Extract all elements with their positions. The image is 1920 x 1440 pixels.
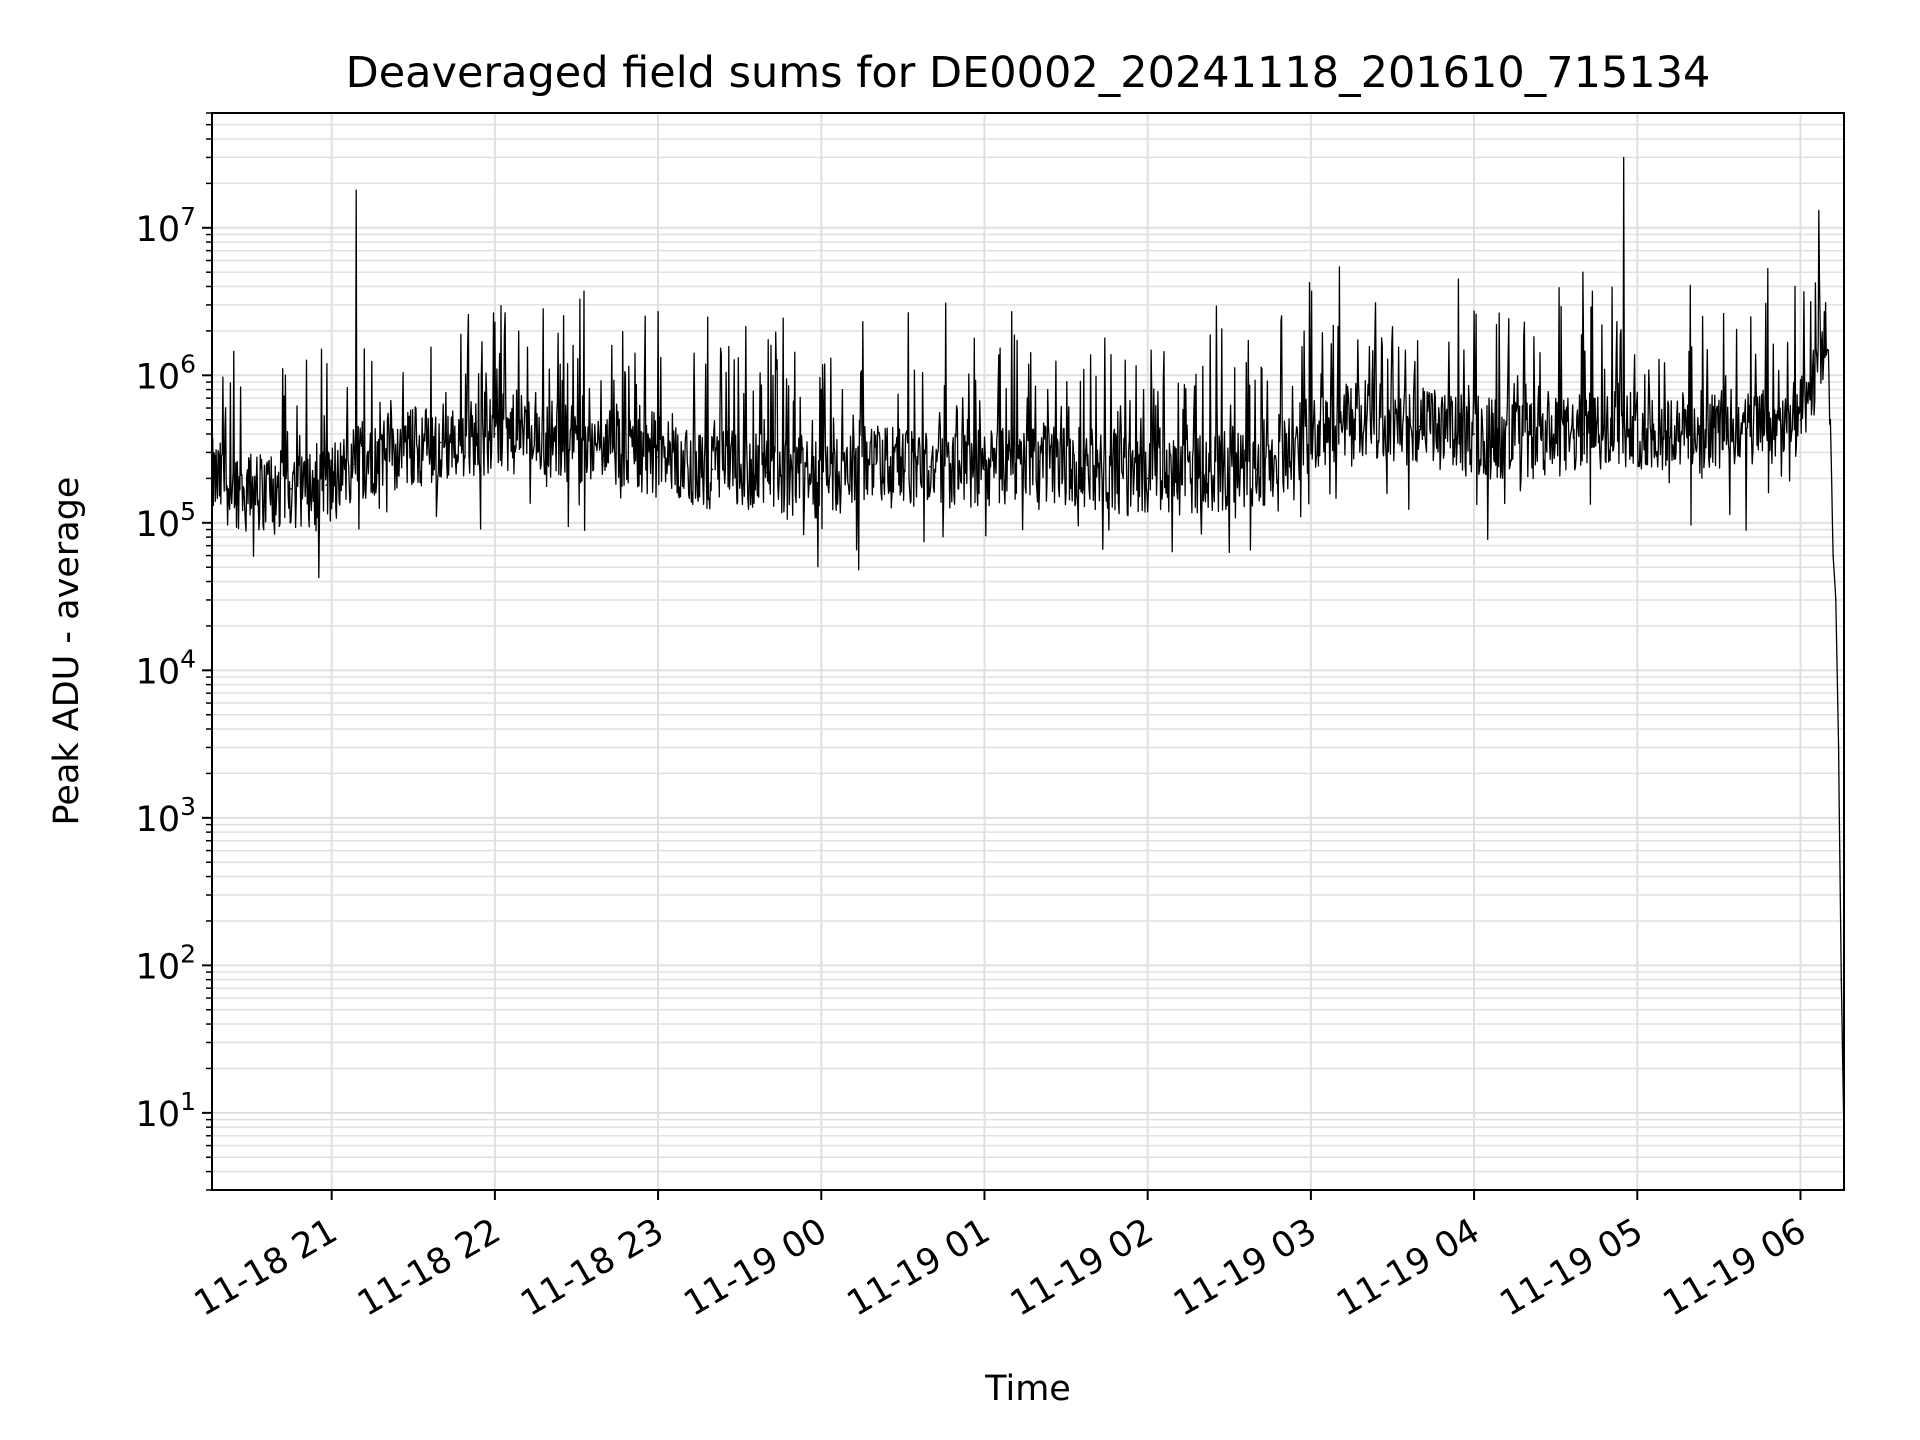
series-point: [1799, 418, 1802, 421]
series-point: [439, 441, 442, 444]
series-point: [1829, 418, 1832, 421]
series-point: [1582, 433, 1584, 435]
series-point: [1364, 418, 1367, 421]
series-point: [249, 491, 251, 494]
series-point: [494, 433, 496, 435]
series-point: [602, 447, 605, 450]
series-point: [1772, 427, 1775, 429]
grid: [212, 112, 1844, 1191]
series-point: [1201, 471, 1203, 474]
y-tick-label: 104: [136, 644, 196, 692]
y-tick-label: 106: [136, 349, 196, 397]
series-point: [325, 484, 328, 486]
series-point: [1718, 428, 1720, 431]
chart-title: Deaveraged field sums for DE0002_2024111…: [346, 48, 1711, 98]
series-point: [385, 451, 387, 454]
series-point: [1663, 430, 1666, 432]
series-point: [1092, 468, 1095, 471]
y-tick-label: 105: [136, 497, 196, 545]
series-point: [1310, 433, 1312, 435]
y-tick-label: 102: [136, 939, 196, 987]
series-point: [1473, 433, 1475, 435]
series-point: [1840, 978, 1843, 981]
series-point: [1837, 746, 1840, 749]
plot-frame: [211, 112, 1845, 1191]
series-point: [983, 468, 986, 471]
series-point: [290, 488, 292, 490]
series-point: [1832, 554, 1834, 557]
series-line: [211, 156, 1845, 1136]
series-point: [548, 436, 551, 439]
y-tick-label: 107: [136, 202, 196, 250]
series-point: [1255, 468, 1258, 471]
series-point: [929, 465, 931, 468]
y-tick-label: 101: [136, 1087, 196, 1135]
series-point: [657, 456, 659, 458]
series-point: [1835, 599, 1837, 601]
series-point: [1527, 441, 1530, 444]
series-point: [1622, 425, 1625, 428]
series-point: [1418, 425, 1421, 428]
series-point: [352, 463, 355, 465]
series-point: [820, 477, 823, 480]
series-point: [874, 463, 877, 465]
y-tick-label: 103: [136, 792, 196, 840]
series-point: [1824, 330, 1826, 332]
series-point: [711, 468, 714, 471]
x-axis-label: Time: [984, 1369, 1071, 1409]
y-axis-label: Peak ADU - average: [47, 477, 87, 826]
series-point: [1813, 381, 1815, 383]
series-point: [766, 471, 768, 474]
series-point: [1038, 460, 1040, 463]
series-point: [1146, 477, 1149, 480]
